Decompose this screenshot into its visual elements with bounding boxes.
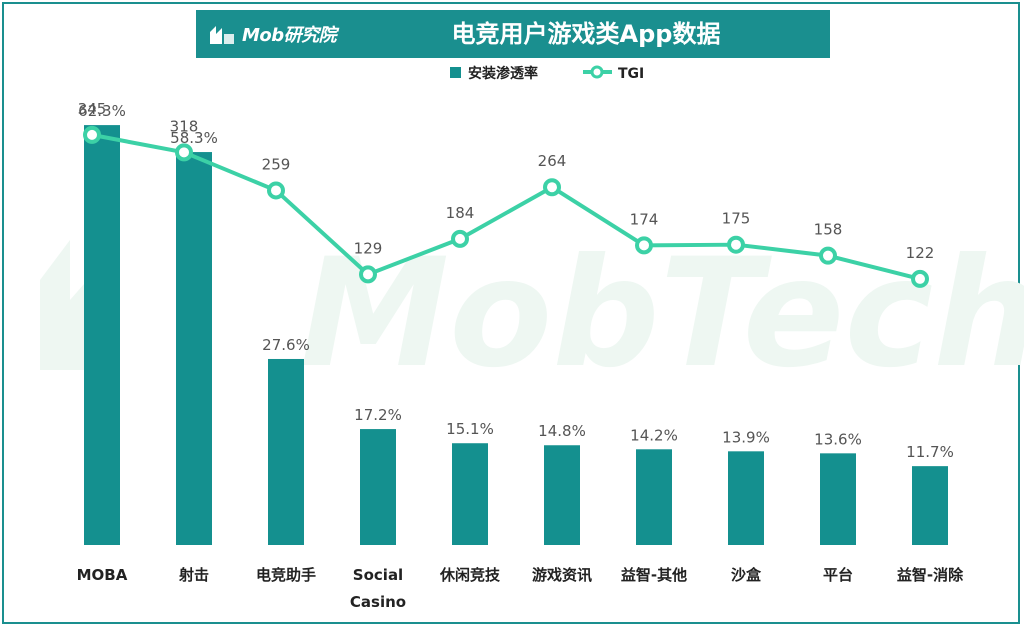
bar-value-label: 62.3% <box>78 102 126 120</box>
tgi-point-5 <box>543 178 561 197</box>
tgi-value-label: 318 <box>170 117 199 135</box>
tgi-value-label: 158 <box>814 221 843 239</box>
category-label: Social Casino <box>350 566 406 611</box>
category-label: MOBA <box>77 566 128 584</box>
bar-8 <box>820 453 856 545</box>
tgi-value-labels: 345 318 259 129 184 264 174 175 158 122 <box>78 100 935 262</box>
bar-0 <box>84 125 120 546</box>
bar-value-label: 58.3% <box>170 129 218 147</box>
tgi-point-0 <box>83 125 101 144</box>
bar-9 <box>912 466 948 545</box>
bar-1 <box>176 152 212 546</box>
tgi-point-4 <box>451 229 469 248</box>
tgi-value-label: 174 <box>630 210 659 228</box>
tgi-point-6 <box>635 236 653 255</box>
bar-5 <box>544 445 580 545</box>
bar-value-label: 11.7% <box>906 443 954 461</box>
tgi-value-label: 264 <box>538 152 567 170</box>
legend: 安装渗透率 TGI <box>450 65 644 82</box>
tgi-point-2 <box>267 181 285 200</box>
legend-bar-swatch <box>450 67 461 78</box>
title-banner: Mob研究院 电竞用户游戏类App数据 <box>196 10 830 58</box>
legend-line-marker <box>590 65 604 79</box>
category-label: 平台 <box>823 566 853 584</box>
bars-layer <box>84 125 948 546</box>
tgi-point-3 <box>359 265 377 284</box>
category-label: 休闲竞技 <box>439 566 501 584</box>
tgi-point-7 <box>727 235 745 254</box>
tgi-value-label: 345 <box>78 100 107 118</box>
tgi-point-9 <box>911 269 929 288</box>
bar-value-label: 14.8% <box>538 422 586 440</box>
category-label: 沙盒 <box>731 566 762 584</box>
tgi-line-layer <box>83 125 929 288</box>
bar-6 <box>636 449 672 545</box>
bar-value-label: 17.2% <box>354 406 402 424</box>
tgi-value-label: 259 <box>262 155 291 173</box>
tgi-value-label: 175 <box>722 210 751 228</box>
bar-2 <box>268 358 304 545</box>
tgi-value-label: 122 <box>906 244 935 262</box>
tgi-value-label: 184 <box>446 204 475 222</box>
category-label: 电竞助手 <box>256 566 316 584</box>
category-label: 益智-其他 <box>621 566 687 584</box>
bar-value-label: 14.2% <box>630 426 678 444</box>
bar-value-label: 13.6% <box>814 430 862 448</box>
category-label: 益智-消除 <box>897 566 964 584</box>
building-icon <box>210 26 234 44</box>
logo-text: Mob研究院 <box>242 25 337 46</box>
category-label: 游戏资讯 <box>532 566 592 584</box>
chart-title: 电竞用户游戏类App数据 <box>451 20 721 48</box>
bar-4 <box>452 443 488 545</box>
bar-value-label: 13.9% <box>722 428 770 446</box>
bar-3 <box>360 429 396 545</box>
tgi-line <box>91 132 921 281</box>
legend-line-label: TGI <box>618 66 644 82</box>
tgi-point-1 <box>175 143 193 162</box>
category-labels: MOBA 射击 电竞助手 Social Casino 休闲竞技 游戏资讯 益智-其他 沙盒 平台 益… <box>77 566 964 611</box>
bar-value-labels: 62.3% 58.3% 27.6% 17.2% 15.1% 14.8% 14.2% 13.9%… <box>78 102 954 461</box>
bar-value-label: 27.6% <box>262 336 310 354</box>
bar-7 <box>728 451 764 545</box>
category-label: 射击 <box>178 566 209 584</box>
legend-bar-label: 安装渗透率 <box>468 65 538 82</box>
mob-logo: Mob研究院 <box>208 16 337 52</box>
tgi-value-label: 129 <box>354 239 383 257</box>
bar-value-label: 15.1% <box>446 420 494 438</box>
tgi-point-8 <box>819 246 837 265</box>
